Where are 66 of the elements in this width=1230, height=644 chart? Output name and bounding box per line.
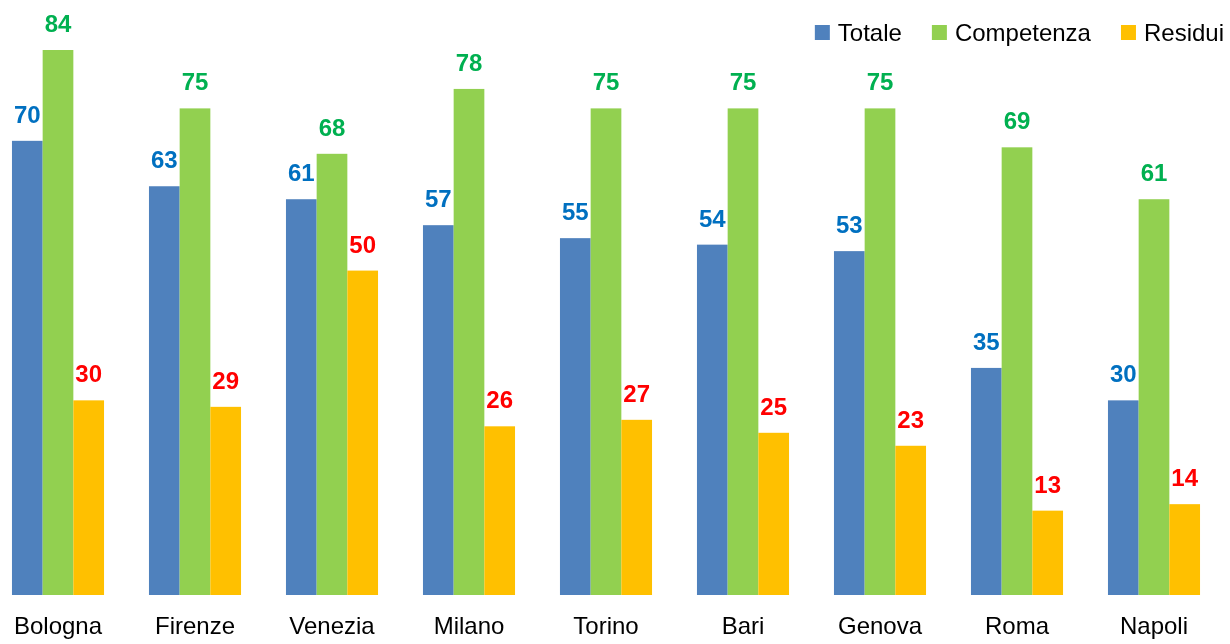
bar: [179, 108, 211, 595]
x-tick-label: Bari: [721, 612, 765, 639]
data-label: 25: [760, 392, 788, 420]
data-label: 84: [44, 10, 72, 37]
bar: [422, 225, 454, 595]
x-tick-label: Venezia: [289, 612, 376, 639]
bar: [1032, 510, 1064, 595]
legend-label: Competenza: [954, 19, 1092, 46]
data-label: 30: [75, 360, 103, 388]
data-label: 75: [181, 68, 209, 96]
x-tick-label: Napoli: [1119, 612, 1189, 639]
data-label: 68: [318, 113, 346, 141]
x-tick-label: Bologna: [13, 612, 103, 639]
bar: [1107, 400, 1139, 595]
data-label: 69: [1003, 107, 1031, 135]
data-label: 70: [13, 100, 41, 128]
bar: [895, 445, 927, 595]
data-label: 23: [897, 405, 925, 433]
data-label: 55: [561, 198, 589, 226]
bar: [559, 238, 591, 595]
bar: [727, 108, 759, 595]
bar: [73, 400, 105, 595]
data-label: 75: [592, 68, 620, 96]
bar: [42, 50, 74, 595]
data-label: 57: [424, 185, 452, 213]
data-label: 61: [1140, 159, 1168, 187]
data-label: 75: [866, 68, 894, 96]
bar: [11, 140, 43, 595]
data-label: 35: [972, 327, 1000, 355]
data-label: 29: [212, 366, 240, 394]
bar: [1169, 504, 1201, 595]
x-tick-label: Firenze: [154, 612, 236, 639]
bar: [970, 367, 1002, 595]
data-label: 30: [1109, 360, 1137, 388]
bar: [210, 406, 242, 595]
x-tick-label: Milano: [433, 612, 505, 639]
data-label: 63: [150, 146, 178, 174]
data-label: 53: [835, 211, 863, 239]
data-label: 78: [455, 48, 483, 76]
bar: [590, 108, 622, 595]
bar: [453, 88, 485, 595]
bar: [696, 244, 728, 595]
x-tick-label: Roma: [984, 612, 1050, 639]
bar: [316, 153, 348, 595]
bar: [621, 419, 653, 595]
data-label: 75: [729, 68, 757, 96]
data-label: 26: [486, 386, 514, 414]
data-label: 61: [287, 159, 315, 187]
bar: [833, 251, 865, 595]
data-label: 27: [623, 379, 651, 407]
bar: [285, 199, 317, 595]
data-label: 14: [1171, 464, 1199, 492]
bar: [758, 432, 790, 595]
bar: [1001, 147, 1033, 595]
data-label: 13: [1034, 470, 1062, 498]
bar: [1138, 199, 1170, 595]
data-label: 54: [698, 204, 727, 232]
bar: [148, 186, 180, 595]
legend-label: Residui: [1143, 19, 1225, 46]
bar: [864, 108, 896, 595]
bar: [484, 426, 516, 595]
legend-label: Totale: [837, 19, 902, 46]
data-label: 50: [349, 230, 377, 258]
bar: [347, 270, 379, 595]
x-tick-label: Torino: [573, 612, 639, 639]
x-tick-label: Genova: [837, 612, 923, 639]
